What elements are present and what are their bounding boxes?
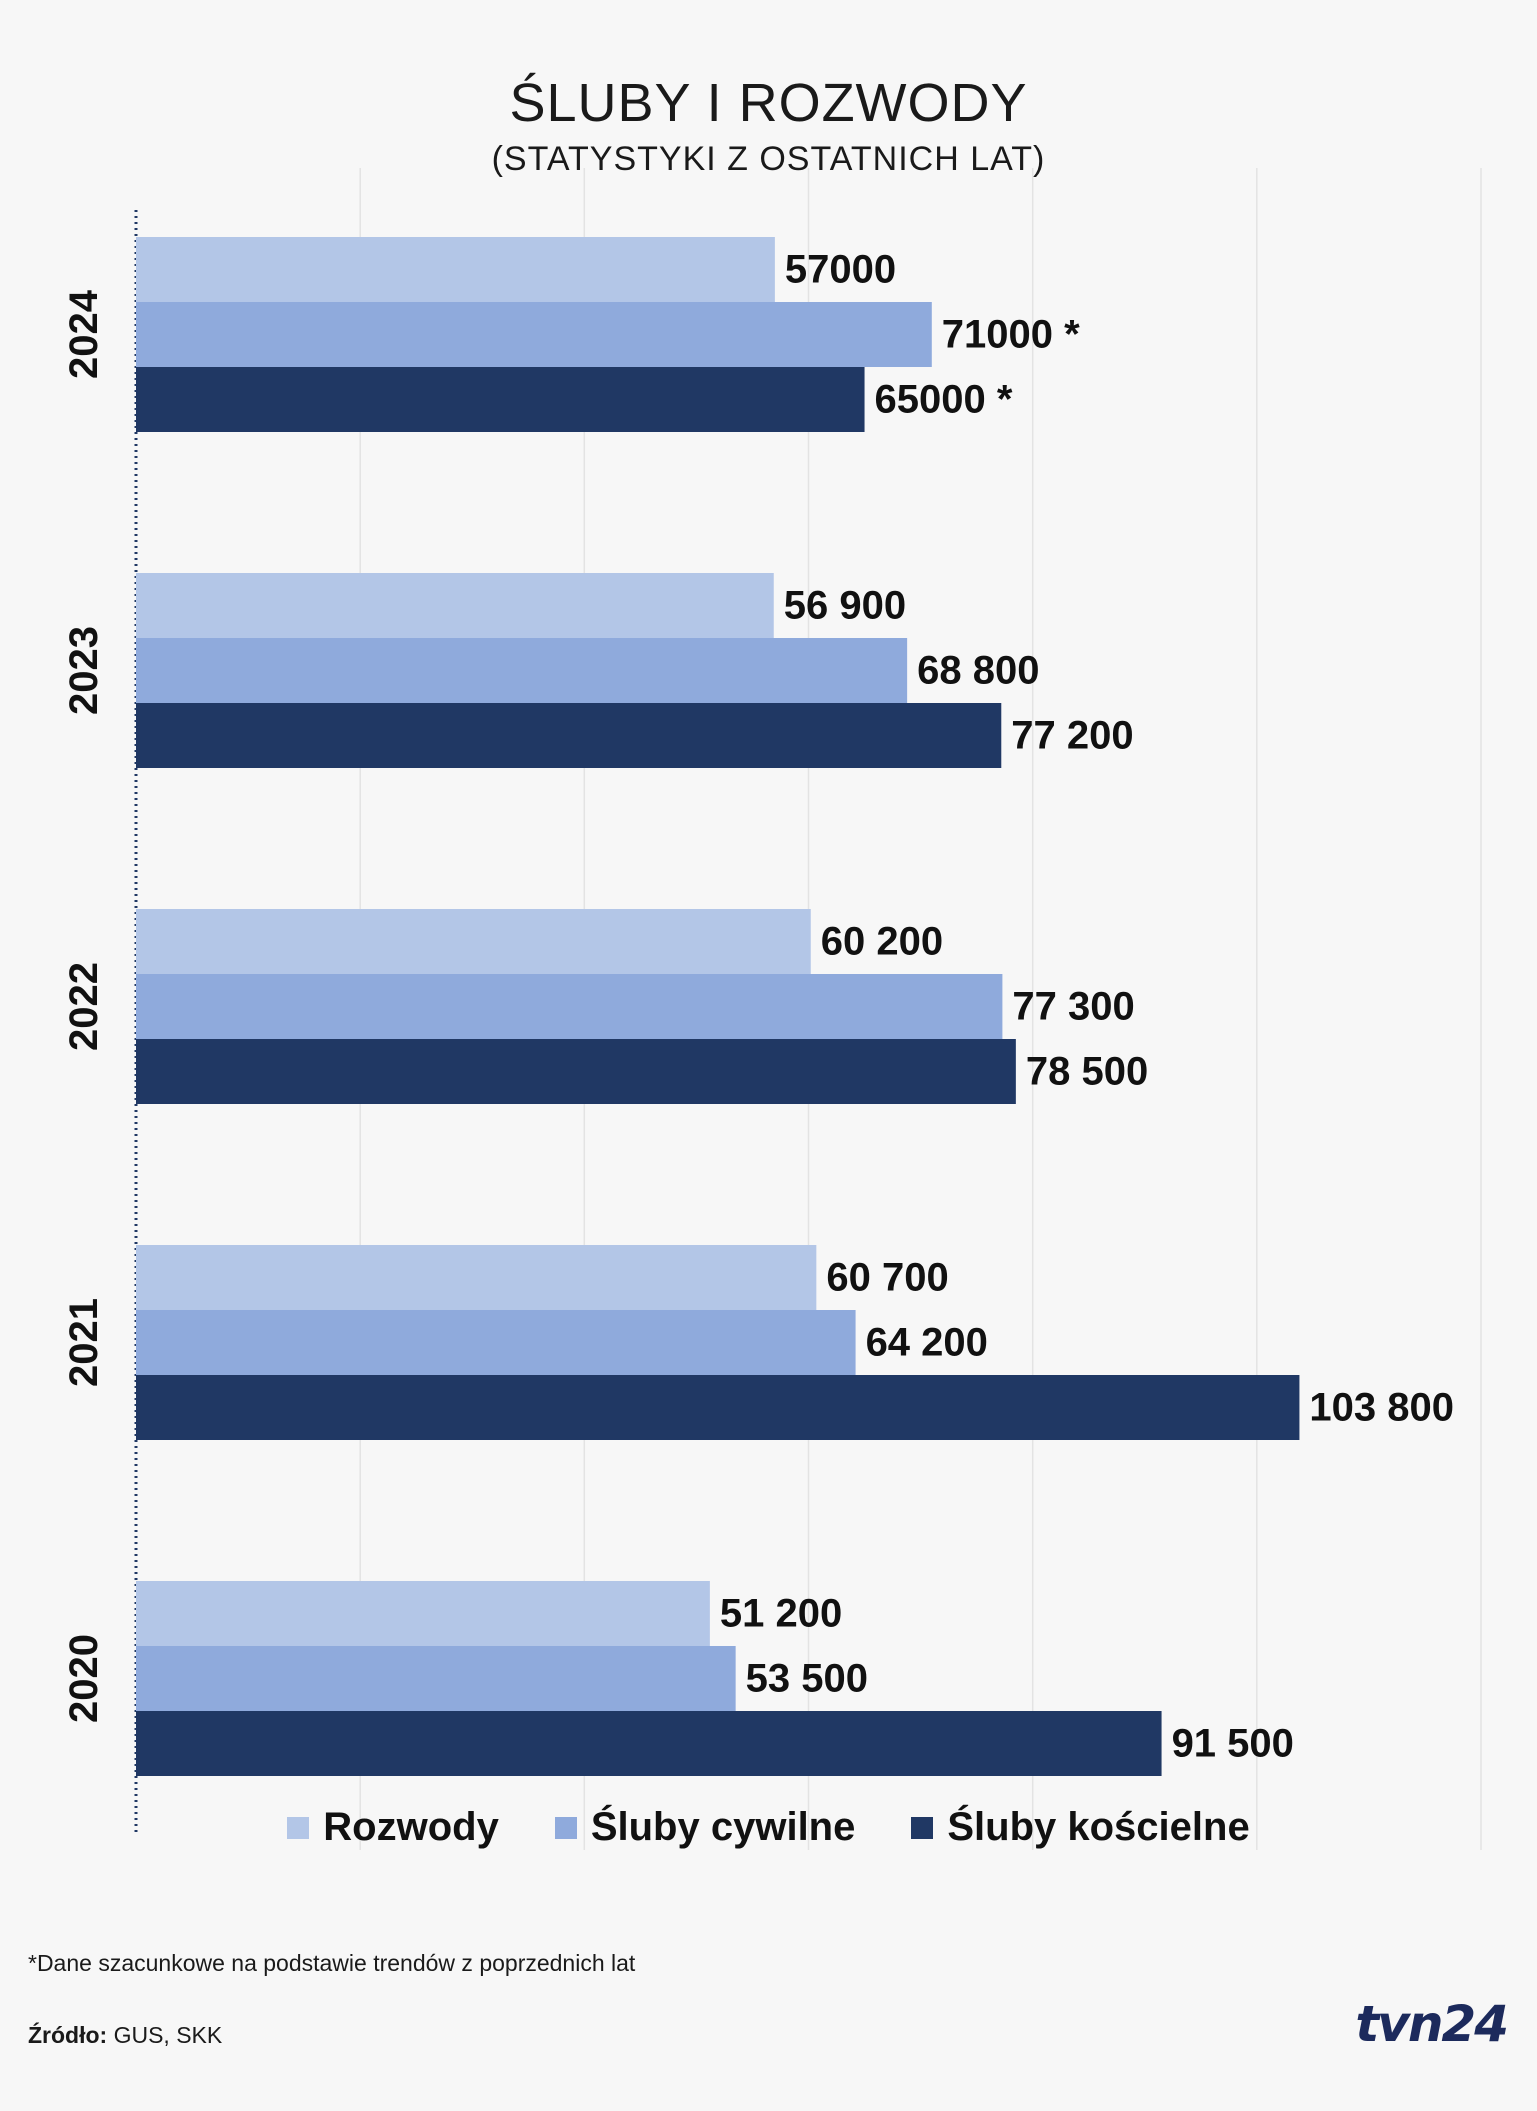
data-label: 60 200 [821,920,943,964]
legend-item-sluby-cywilne: Śluby cywilne [554,1805,856,1850]
category-label: 2022 [62,962,106,1051]
bar [136,1039,1016,1104]
category-label: 2024 [62,289,106,379]
legend-item-rozwody: Rozwody [287,1805,499,1850]
category-label: 2023 [62,626,106,715]
bar [136,909,811,974]
data-label: 53 500 [746,1657,868,1701]
bar [136,302,932,367]
data-label: 56 900 [784,584,906,628]
bar [136,237,775,302]
legend-swatch-sluby-koscielne [911,1816,934,1839]
bar [136,573,774,638]
data-label: 77 300 [1012,985,1134,1029]
category-label: 2020 [62,1634,106,1723]
chart-title: ŚLUBY I ROZWODY [509,73,1028,133]
legend-label-sluby-koscielne: Śluby kościelne [947,1805,1250,1849]
data-label: 65000 * [875,378,1013,422]
legend-item-sluby-koscielne: Śluby kościelne [911,1805,1250,1850]
data-label: 77 200 [1011,714,1133,758]
footnote: *Dane szacunkowe na podstawie trendów z … [28,1950,636,1976]
legend: Rozwody Śluby cywilne Śluby kościelne [0,1805,1537,1850]
data-label: 51 200 [720,1592,842,1636]
tvn24-logo: tvn24 [1355,1995,1509,2053]
legend-label-sluby-cywilne: Śluby cywilne [590,1805,856,1849]
bar [136,1581,710,1646]
source-value: GUS, SKK [107,2022,223,2048]
data-label: 71000 * [942,313,1080,357]
legend-label-rozwody: Rozwody [323,1805,499,1849]
bar [136,638,908,703]
data-label: 64 200 [866,1321,988,1365]
data-label: 68 800 [917,649,1039,693]
source-line: Źródło: GUS, SKK [28,2022,222,2049]
category-label: 2021 [62,1298,106,1387]
bar [136,703,1002,768]
source-label: Źródło: [28,2022,108,2048]
bar [136,974,1003,1039]
bar [136,1375,1300,1440]
data-label: 78 500 [1026,1050,1148,1094]
data-label: 91 500 [1172,1722,1294,1766]
bar [136,1646,736,1711]
legend-swatch-rozwody [287,1816,310,1839]
legend-swatch-sluby-cywilne [554,1816,577,1839]
data-label: 57000 [785,248,896,292]
bar [136,1711,1162,1776]
bar [136,367,865,432]
data-label: 60 700 [826,1256,948,1300]
bar [136,1245,817,1310]
bar [136,1310,856,1375]
data-label: 103 800 [1309,1386,1454,1430]
